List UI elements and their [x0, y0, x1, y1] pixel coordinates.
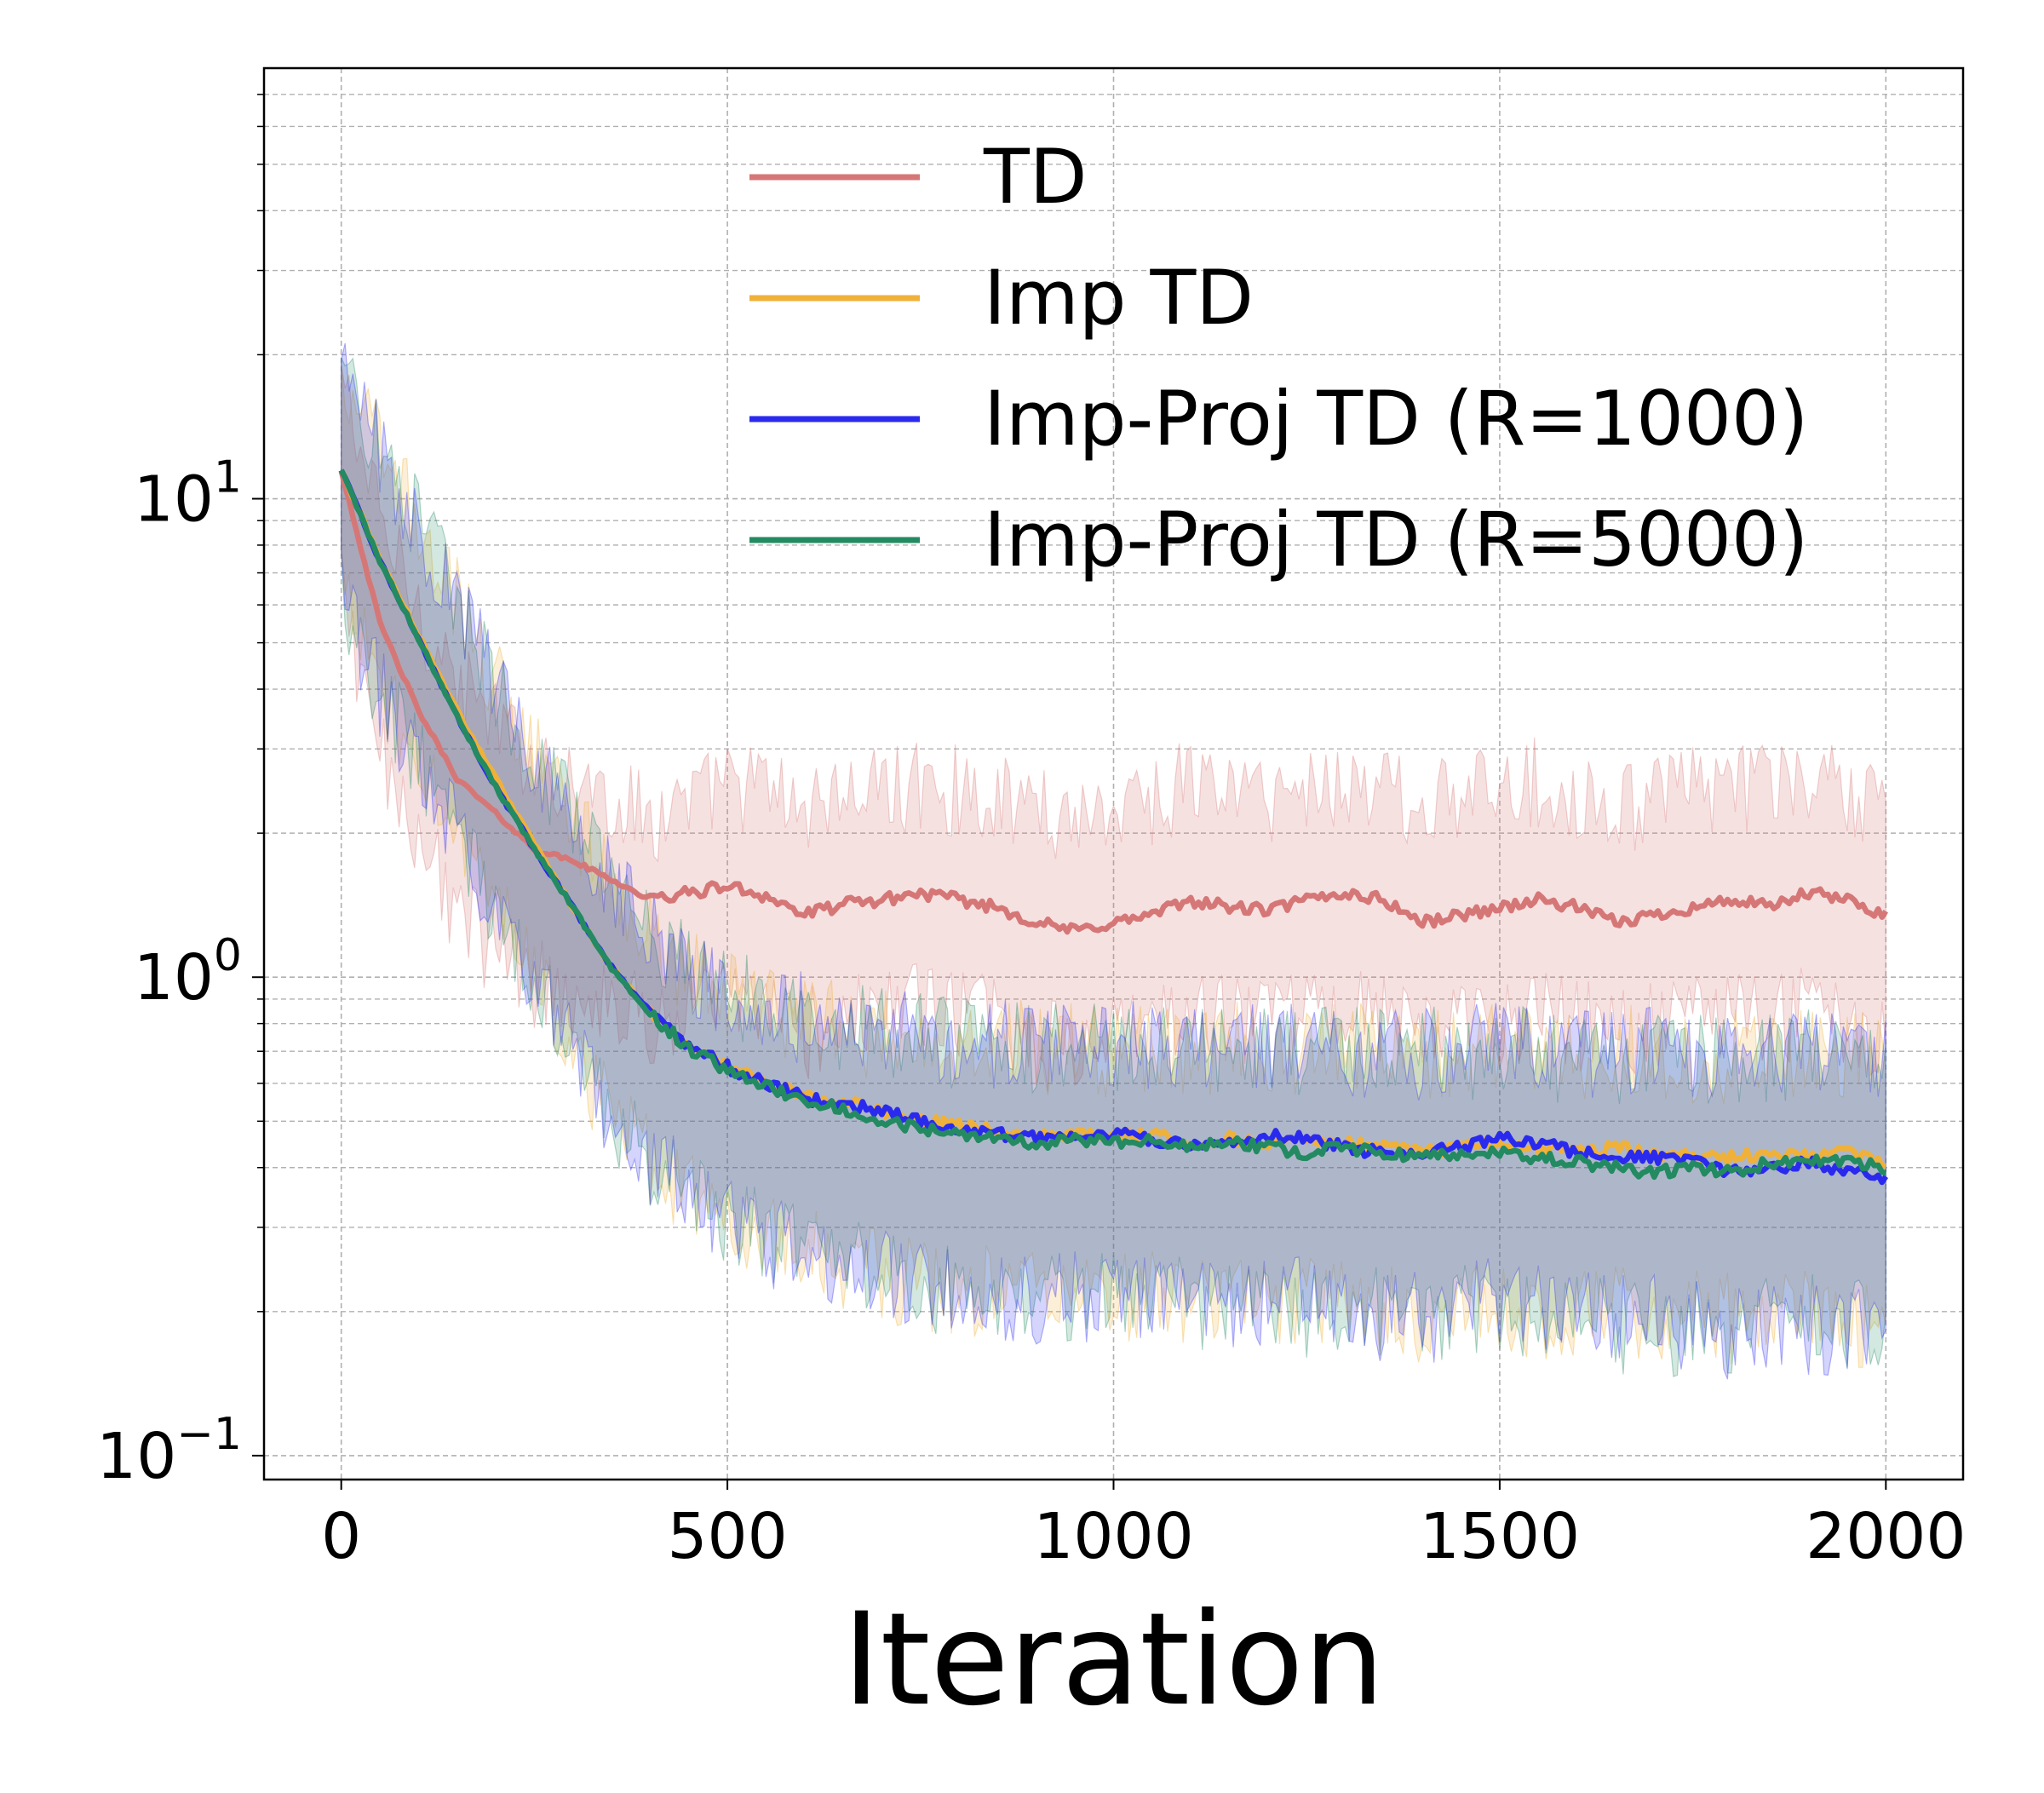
y-tick-exponent: 0 — [214, 930, 242, 981]
band-imp-proj-td-r-5000- — [341, 357, 1886, 1377]
x-tick-label: 1500 — [1420, 1500, 1580, 1573]
legend-label: Imp-Proj TD (R=5000) — [984, 496, 1808, 583]
grid — [264, 68, 1963, 1480]
x-tick-label: 1000 — [1033, 1500, 1193, 1573]
legend-label: Imp TD — [984, 254, 1254, 342]
x-tick-label: 0 — [321, 1500, 361, 1573]
y-tick-base: 10 — [134, 941, 214, 1014]
band-imp-td — [341, 362, 1886, 1368]
legend: TD Imp TD Imp-Proj TD (R=1000) Imp-Proj TD … — [749, 133, 1808, 583]
y-tick-label: 100 — [134, 930, 242, 1014]
line-td — [338, 469, 1889, 935]
y-tick-label: 101 — [134, 452, 242, 537]
x-axis-label: Iteration — [842, 1586, 1384, 1734]
y-tick-exponent: 1 — [214, 452, 242, 503]
legend-label: Imp-Proj TD (R=1000) — [984, 375, 1808, 463]
band-imp-proj-td-r-1000- — [341, 342, 1886, 1380]
y-tick-label: 10−1 — [96, 1409, 242, 1493]
x-tick-label: 2000 — [1806, 1500, 1966, 1573]
series-lines — [338, 468, 1889, 1186]
y-tick-exponent: −1 — [176, 1409, 242, 1460]
y-tick-base: 10 — [96, 1420, 176, 1493]
y-tick-base: 10 — [134, 463, 214, 537]
legend-label: TD — [983, 133, 1088, 221]
x-tick-label: 500 — [667, 1500, 787, 1573]
line-imp-proj-td-r-5000- — [338, 468, 1887, 1181]
